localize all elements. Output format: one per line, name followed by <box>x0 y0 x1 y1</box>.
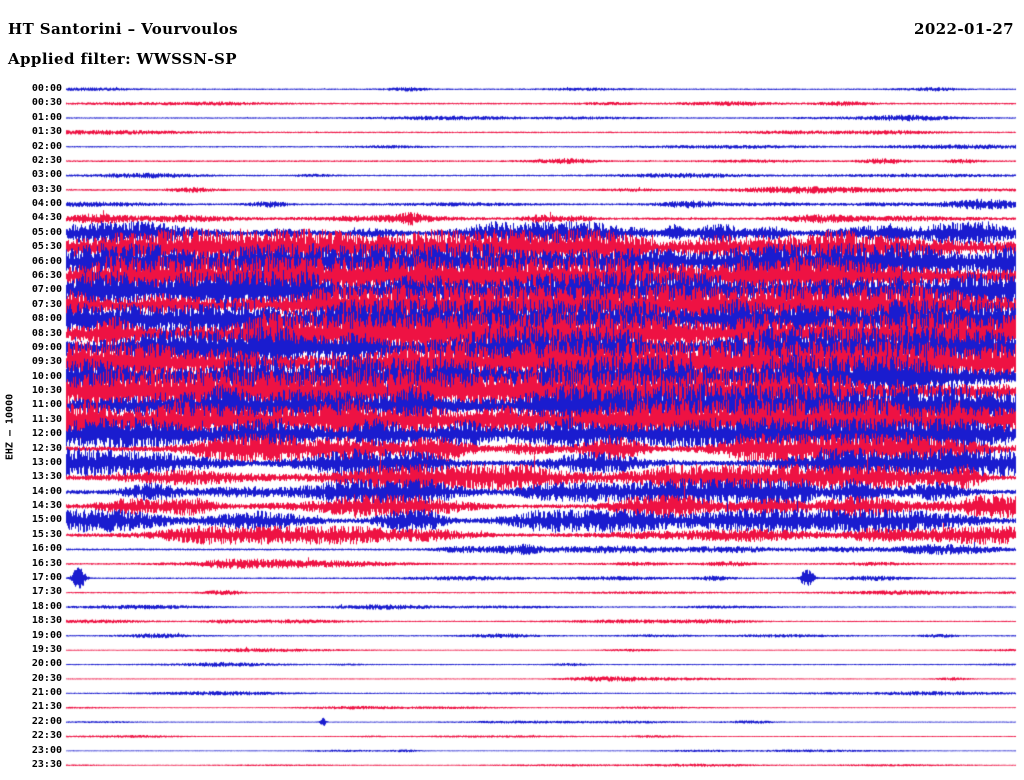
time-label: 06:00 <box>31 255 62 267</box>
time-label: 11:30 <box>31 413 62 425</box>
y-axis-channel-label: EHZ – 10000 <box>4 393 16 461</box>
time-label: 22:30 <box>31 730 62 742</box>
time-label: 18:00 <box>31 600 62 612</box>
time-label: 10:00 <box>31 370 62 382</box>
time-label: 13:00 <box>31 456 62 468</box>
time-label: 02:30 <box>31 154 62 166</box>
time-label: 09:00 <box>31 341 62 353</box>
time-label: 04:00 <box>31 198 62 210</box>
time-label: 11:00 <box>31 399 62 411</box>
time-label: 22:00 <box>31 715 62 727</box>
time-label: 23:00 <box>31 744 62 756</box>
time-label: 21:30 <box>31 701 62 713</box>
time-label: 05:00 <box>31 226 62 238</box>
time-label: 10:30 <box>31 385 62 397</box>
time-label: 05:30 <box>31 241 62 253</box>
time-label: 20:00 <box>31 658 62 670</box>
time-label: 09:30 <box>31 356 62 368</box>
time-label: 18:30 <box>31 615 62 627</box>
time-label: 16:30 <box>31 557 62 569</box>
time-label: 19:00 <box>31 629 62 641</box>
time-label: 00:30 <box>31 97 62 109</box>
time-label: 19:30 <box>31 643 62 655</box>
time-label: 14:30 <box>31 500 62 512</box>
applied-filter-label: Applied filter: WWSSN-SP <box>8 50 237 68</box>
time-label: 03:00 <box>31 169 62 181</box>
time-label: 12:30 <box>31 442 62 454</box>
time-label: 13:30 <box>31 471 62 483</box>
time-label: 02:00 <box>31 140 62 152</box>
station-title: HT Santorini – Vourvoulos <box>8 20 238 38</box>
time-label: 08:00 <box>31 313 62 325</box>
time-label: 01:30 <box>31 126 62 138</box>
time-label: 06:30 <box>31 269 62 281</box>
time-label: 17:30 <box>31 586 62 598</box>
time-label: 17:00 <box>31 572 62 584</box>
time-label: 04:30 <box>31 212 62 224</box>
time-label: 20:30 <box>31 672 62 684</box>
time-labels-column: 00:00 00:30 01:00 01:30 02:00 02:30 03:00 03:30… <box>0 0 64 780</box>
time-label: 23:30 <box>31 759 62 770</box>
time-label: 15:30 <box>31 528 62 540</box>
time-label: 01:00 <box>31 111 62 123</box>
time-label: 08:30 <box>31 327 62 339</box>
date-label: 2022-01-27 <box>914 20 1014 38</box>
time-label: 07:30 <box>31 298 62 310</box>
time-label: 12:00 <box>31 428 62 440</box>
time-label: 15:00 <box>31 514 62 526</box>
time-label: 16:00 <box>31 543 62 555</box>
time-label: 07:00 <box>31 284 62 296</box>
time-label: 14:00 <box>31 485 62 497</box>
time-label: 00:00 <box>31 83 62 94</box>
time-label: 03:30 <box>31 183 62 195</box>
time-label: 21:00 <box>31 687 62 699</box>
